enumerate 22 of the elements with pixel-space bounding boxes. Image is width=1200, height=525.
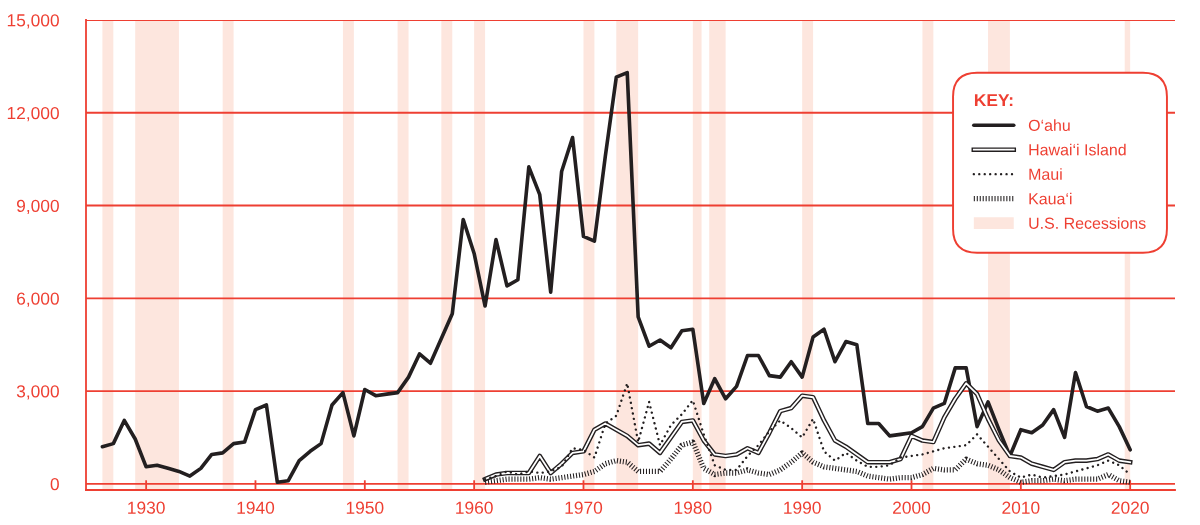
legend-label: O‘ahu [1028, 119, 1070, 131]
x-tick-label: 1940 [237, 501, 275, 514]
x-tick-label: 2000 [893, 501, 931, 514]
x-tick-label: 1960 [456, 501, 493, 514]
x-tick-label: 1950 [346, 501, 384, 514]
y-tick-label: 6,000 [17, 292, 59, 307]
legend-title: KEY: [974, 94, 1013, 107]
y-tick-label: 12,000 [7, 106, 59, 122]
y-tick-label: 0 [50, 477, 59, 491]
y-tick-label: 15,000 [7, 14, 59, 29]
x-tick-label: 1980 [674, 501, 712, 514]
x-tick-label: 2020 [1111, 501, 1149, 514]
x-tick-label: 1930 [128, 501, 165, 514]
legend-label: Maui [1029, 168, 1062, 180]
x-tick-label: 1970 [565, 501, 603, 514]
legend-label: Hawai‘i Island [1029, 143, 1126, 156]
y-tick-label: 9,000 [16, 199, 59, 215]
x-tick-label: 1990 [784, 501, 821, 514]
band-label: U.S. Recessions [1029, 217, 1146, 229]
y-tick-label: 3,000 [16, 385, 59, 400]
legend-label: Kaua‘i [1029, 192, 1072, 205]
x-tick-label: 2010 [1002, 501, 1040, 514]
